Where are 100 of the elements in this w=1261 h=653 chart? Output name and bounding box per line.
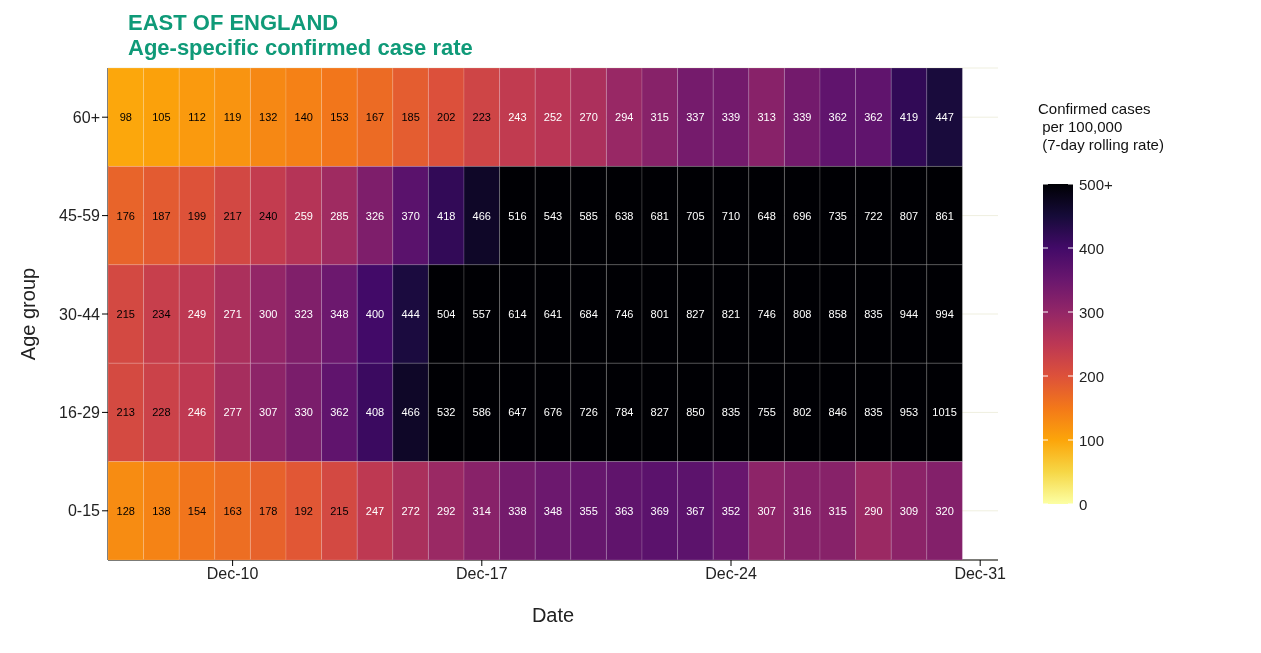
data-label: 192 — [294, 504, 313, 517]
data-label: 352 — [721, 504, 741, 517]
data-label: 167 — [365, 111, 385, 124]
y-tick-label: 60+ — [72, 108, 100, 126]
data-label: 802 — [793, 406, 812, 419]
x-tick-label: Dec-31 — [954, 565, 1007, 583]
data-label: 994 — [935, 308, 954, 320]
data-label: 418 — [437, 209, 456, 222]
data-label: 309 — [899, 504, 919, 517]
data-label: 247 — [365, 504, 385, 517]
data-label: 348 — [543, 504, 563, 517]
data-label: 850 — [686, 406, 705, 419]
data-label: 294 — [615, 111, 634, 124]
data-label: 326 — [365, 209, 385, 222]
data-label: 367 — [686, 504, 705, 517]
chart-subtitle: Age-specific confirmed case rate — [128, 35, 474, 60]
data-label: 112 — [188, 111, 206, 124]
data-label: 362 — [330, 406, 349, 419]
data-label: 807 — [899, 209, 919, 222]
data-label: 176 — [116, 209, 135, 222]
data-label: 348 — [330, 308, 349, 320]
data-label: 292 — [437, 504, 456, 517]
data-label: 339 — [793, 111, 812, 124]
data-label: 846 — [828, 406, 847, 419]
data-label: 835 — [721, 406, 741, 419]
data-label: 259 — [294, 209, 313, 222]
data-label: 338 — [508, 504, 527, 517]
data-label: 784 — [615, 406, 634, 419]
data-label: 307 — [757, 504, 776, 517]
data-label: 98 — [119, 111, 132, 124]
data-label: 681 — [650, 209, 669, 222]
data-label: 861 — [935, 209, 954, 222]
data-label: 419 — [899, 111, 919, 124]
data-label: 270 — [579, 111, 598, 124]
data-label: 272 — [401, 504, 420, 517]
data-label: 821 — [721, 308, 741, 320]
data-label: 835 — [864, 406, 883, 419]
data-label: 234 — [152, 308, 171, 320]
data-label: 163 — [223, 504, 242, 517]
data-label: 178 — [259, 504, 278, 517]
data-label: 944 — [899, 308, 919, 320]
data-label: 614 — [508, 308, 527, 320]
data-label: 213 — [116, 406, 135, 419]
data-label: 132 — [259, 111, 278, 124]
data-label: 585 — [579, 209, 598, 222]
data-label: 543 — [543, 209, 563, 222]
data-label: 808 — [793, 308, 812, 320]
data-label: 249 — [187, 308, 207, 320]
data-label: 300 — [259, 308, 278, 320]
data-label: 315 — [650, 111, 669, 124]
data-label: 316 — [793, 504, 812, 517]
data-label: 504 — [437, 308, 456, 320]
y-tick-label: 45-59 — [59, 207, 101, 225]
data-label: 447 — [935, 111, 954, 124]
data-label: 466 — [472, 209, 491, 222]
data-label: 290 — [864, 504, 883, 517]
data-label: 641 — [543, 308, 563, 320]
color-bar-label: 500+ — [1079, 175, 1114, 193]
data-label: 140 — [294, 111, 313, 124]
color-bar-label: 100 — [1079, 431, 1105, 449]
data-label: 801 — [650, 308, 669, 320]
data-label: 647 — [508, 406, 527, 419]
data-label: 307 — [259, 406, 278, 419]
data-label: 337 — [686, 111, 705, 124]
data-label: 370 — [401, 209, 420, 222]
data-label: 722 — [864, 209, 883, 222]
data-label: 858 — [828, 308, 847, 320]
data-label: 1015 — [932, 406, 957, 419]
data-label: 953 — [899, 406, 919, 419]
data-label: 199 — [187, 209, 207, 222]
data-label: 153 — [330, 111, 349, 124]
data-label: 363 — [615, 504, 634, 517]
data-label: 710 — [721, 209, 741, 222]
data-label: 285 — [330, 209, 349, 222]
data-label: 705 — [686, 209, 705, 222]
data-label: 696 — [793, 209, 812, 222]
x-tick-label: Dec-24 — [705, 565, 757, 583]
data-label: 827 — [686, 308, 705, 320]
color-bar-label: 300 — [1079, 303, 1105, 321]
data-label: 271 — [223, 308, 242, 320]
data-label: 755 — [757, 406, 776, 419]
data-label: 746 — [757, 308, 776, 320]
data-label: 228 — [152, 406, 171, 419]
data-label: 408 — [365, 406, 385, 419]
data-label: 138 — [152, 504, 171, 517]
x-tick-label: Dec-10 — [206, 565, 259, 583]
data-label: 128 — [116, 504, 135, 517]
y-tick-label: 0-15 — [67, 502, 101, 520]
x-axis-title: Date — [531, 604, 575, 626]
data-label: 202 — [437, 111, 456, 124]
data-label: 362 — [864, 111, 883, 124]
chart-title: EAST OF ENGLAND — [128, 10, 340, 35]
data-label: 119 — [223, 111, 242, 124]
data-label: 187 — [152, 209, 171, 222]
data-label: 320 — [935, 504, 954, 517]
data-label: 277 — [223, 406, 242, 419]
data-label: 323 — [294, 308, 313, 320]
data-label: 362 — [828, 111, 847, 124]
data-label: 638 — [615, 209, 634, 222]
data-label: 400 — [365, 308, 385, 320]
